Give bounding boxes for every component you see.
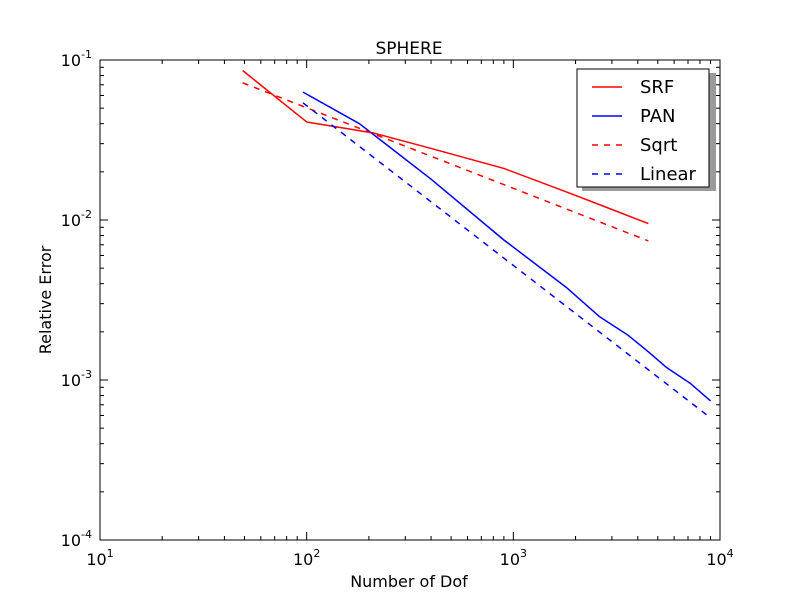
x-tick-label: 102 — [293, 547, 320, 569]
series-line-srf — [242, 69, 649, 225]
tick-layer: 101 102 103 104 10-4 10-3 10-2 10-1 — [61, 48, 734, 569]
y-tick-label: 10-4 — [61, 528, 92, 550]
legend-box — [576, 68, 710, 188]
series-layer — [242, 69, 712, 419]
series-line-sqrt — [242, 82, 649, 242]
y-axis-label: Relative Error — [36, 245, 55, 354]
x-tick-label: 103 — [500, 547, 527, 569]
series-line-pan — [302, 91, 712, 402]
legend-label-sqrt: Sqrt — [640, 135, 677, 156]
legend-label-srf: SRF — [640, 77, 674, 98]
legend-label-pan: PAN — [640, 106, 675, 127]
chart-title: SPHERE — [375, 39, 442, 59]
x-tick-label: 101 — [86, 547, 113, 569]
y-tick-label: 10-1 — [61, 48, 92, 70]
y-tick-label: 10-3 — [61, 368, 92, 390]
series-line-linear — [302, 102, 711, 419]
y-tick-label: 10-2 — [61, 208, 92, 230]
x-tick-label: 104 — [706, 547, 733, 569]
legend: SRF PAN Sqrt Linear — [576, 68, 716, 191]
legend-label-linear: Linear — [640, 164, 697, 185]
x-axis-label: Number of Dof — [350, 572, 468, 591]
